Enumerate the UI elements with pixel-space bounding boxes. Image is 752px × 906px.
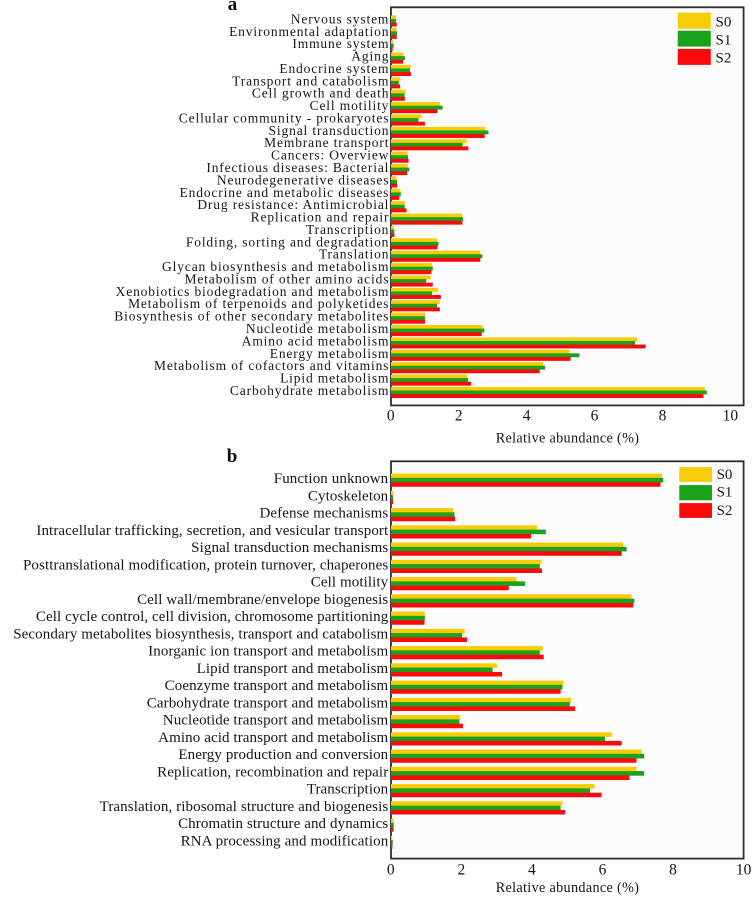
svg-text:Carbohydrate transport and met: Carbohydrate transport and metabolism — [147, 695, 389, 711]
svg-text:8: 8 — [669, 862, 677, 879]
svg-text:10: 10 — [736, 862, 752, 879]
svg-text:Replication, recombination and: Replication, recombination and repair — [157, 764, 388, 780]
svg-text:Endocrine system: Endocrine system — [279, 61, 389, 76]
svg-text:Cytoskeleton: Cytoskeleton — [308, 488, 389, 504]
svg-text:Replication and repair: Replication and repair — [251, 210, 390, 225]
svg-text:Translation, ribosomal structu: Translation, ribosomal structure and bio… — [100, 799, 389, 815]
svg-text:Cell motility: Cell motility — [310, 98, 390, 113]
svg-text:Coenzyme transport and metabol: Coenzyme transport and metabolism — [165, 678, 389, 694]
svg-text:Drug resistance: Antimicrobial: Drug resistance: Antimicrobial — [197, 197, 389, 212]
svg-text:Endocrine and metabolic diseas: Endocrine and metabolic diseases — [180, 185, 390, 200]
svg-text:6: 6 — [599, 862, 607, 879]
svg-text:Biosynthesis of other secondar: Biosynthesis of other secondary metaboli… — [114, 309, 389, 324]
svg-text:Glycan biosynthesis and metabo: Glycan biosynthesis and metabolism — [162, 259, 389, 274]
svg-text:2: 2 — [457, 862, 465, 879]
svg-text:Energy metabolism: Energy metabolism — [270, 346, 390, 361]
svg-text:Metabolism of cofactors and vi: Metabolism of cofactors and vitamins — [154, 358, 389, 373]
svg-text:a: a — [228, 0, 238, 15]
svg-text:S2: S2 — [717, 503, 733, 519]
svg-text:Metabolism of terpenoids and p: Metabolism of terpenoids and polyketides — [128, 296, 389, 311]
svg-text:Defense mechanisms: Defense mechanisms — [259, 506, 388, 522]
svg-text:2: 2 — [455, 407, 463, 424]
svg-text:Transport and catabolism: Transport and catabolism — [232, 73, 389, 88]
svg-text:10: 10 — [723, 407, 739, 424]
svg-text:Membrane transport: Membrane transport — [264, 135, 389, 150]
svg-text:S0: S0 — [717, 467, 733, 483]
svg-text:0: 0 — [387, 862, 395, 879]
svg-text:Amino acid transport and metab: Amino acid transport and metabolism — [158, 730, 388, 746]
svg-text:Cell motility: Cell motility — [311, 575, 389, 591]
svg-text:Function unknown: Function unknown — [274, 471, 389, 487]
svg-text:Neurodegenerative diseases: Neurodegenerative diseases — [217, 172, 389, 187]
svg-text:Relative abundance (%): Relative abundance (%) — [496, 880, 640, 896]
svg-text:Infectious diseases: Bacterial: Infectious diseases: Bacterial — [206, 160, 389, 175]
svg-text:Cell growth and death: Cell growth and death — [252, 86, 389, 101]
svg-text:Xenobiotics biodegradation and: Xenobiotics biodegradation and metabolis… — [116, 284, 390, 299]
svg-text:Lipid metabolism: Lipid metabolism — [280, 371, 389, 386]
svg-text:8: 8 — [659, 407, 667, 424]
svg-text:S1: S1 — [717, 485, 733, 501]
svg-text:6: 6 — [591, 407, 599, 424]
svg-text:4: 4 — [523, 407, 531, 424]
svg-text:Transcription: Transcription — [306, 222, 389, 237]
svg-text:0: 0 — [387, 407, 395, 424]
svg-text:Chromatin structure and dynami: Chromatin structure and dynamics — [178, 816, 388, 832]
svg-text:Environmental adaptation: Environmental adaptation — [229, 24, 389, 39]
svg-text:4: 4 — [528, 862, 536, 879]
svg-text:Intracellular trafficking, sec: Intracellular trafficking, secretion, an… — [36, 523, 389, 539]
svg-text:Folding, sorting and degradati: Folding, sorting and degradation — [186, 234, 389, 249]
svg-text:Signal transduction: Signal transduction — [269, 123, 390, 138]
svg-text:Immune system: Immune system — [292, 36, 389, 51]
svg-text:Nervous system: Nervous system — [291, 11, 390, 26]
svg-text:Secondary metabolites biosynth: Secondary metabolites biosynthesis, tran… — [13, 626, 388, 642]
svg-text:Nucleotide transport and metab: Nucleotide transport and metabolism — [163, 713, 389, 729]
svg-text:S1: S1 — [716, 33, 732, 49]
svg-text:Transcription: Transcription — [307, 782, 389, 798]
svg-text:Posttranslational modification: Posttranslational modification, protein … — [23, 557, 388, 573]
svg-text:Relative abundance (%): Relative abundance (%) — [496, 431, 640, 447]
svg-text:Lipid transport and metabolism: Lipid transport and metabolism — [197, 661, 389, 677]
svg-text:Translation: Translation — [319, 247, 389, 262]
svg-text:Metabolism of other amino acid: Metabolism of other amino acids — [184, 271, 389, 286]
svg-text:RNA processing and modificatio: RNA processing and modification — [181, 833, 389, 849]
svg-text:S2: S2 — [716, 51, 732, 67]
svg-text:Aging: Aging — [351, 49, 389, 64]
svg-text:Signal transduction mechanisms: Signal transduction mechanisms — [191, 540, 388, 556]
svg-text:Amino acid metabolism: Amino acid metabolism — [242, 333, 390, 348]
svg-text:Cell wall/membrane/envelope bi: Cell wall/membrane/envelope biogenesis — [137, 592, 388, 608]
svg-text:Cellular community - prokaryot: Cellular community - prokaryotes — [179, 110, 390, 125]
svg-text:Cancers: Overview: Cancers: Overview — [271, 148, 389, 163]
svg-text:Nucleotide metabolism: Nucleotide metabolism — [246, 321, 389, 336]
svg-text:S0: S0 — [716, 14, 732, 30]
svg-text:Inorganic ion transport and me: Inorganic ion transport and metabolism — [148, 644, 388, 660]
svg-text:Energy production and conversi: Energy production and conversion — [178, 747, 388, 763]
svg-text:Carbohydrate metabolism: Carbohydrate metabolism — [230, 383, 389, 398]
svg-text:Cell cycle control, cell divis: Cell cycle control, cell division, chrom… — [36, 609, 389, 625]
svg-text:b: b — [227, 446, 238, 467]
